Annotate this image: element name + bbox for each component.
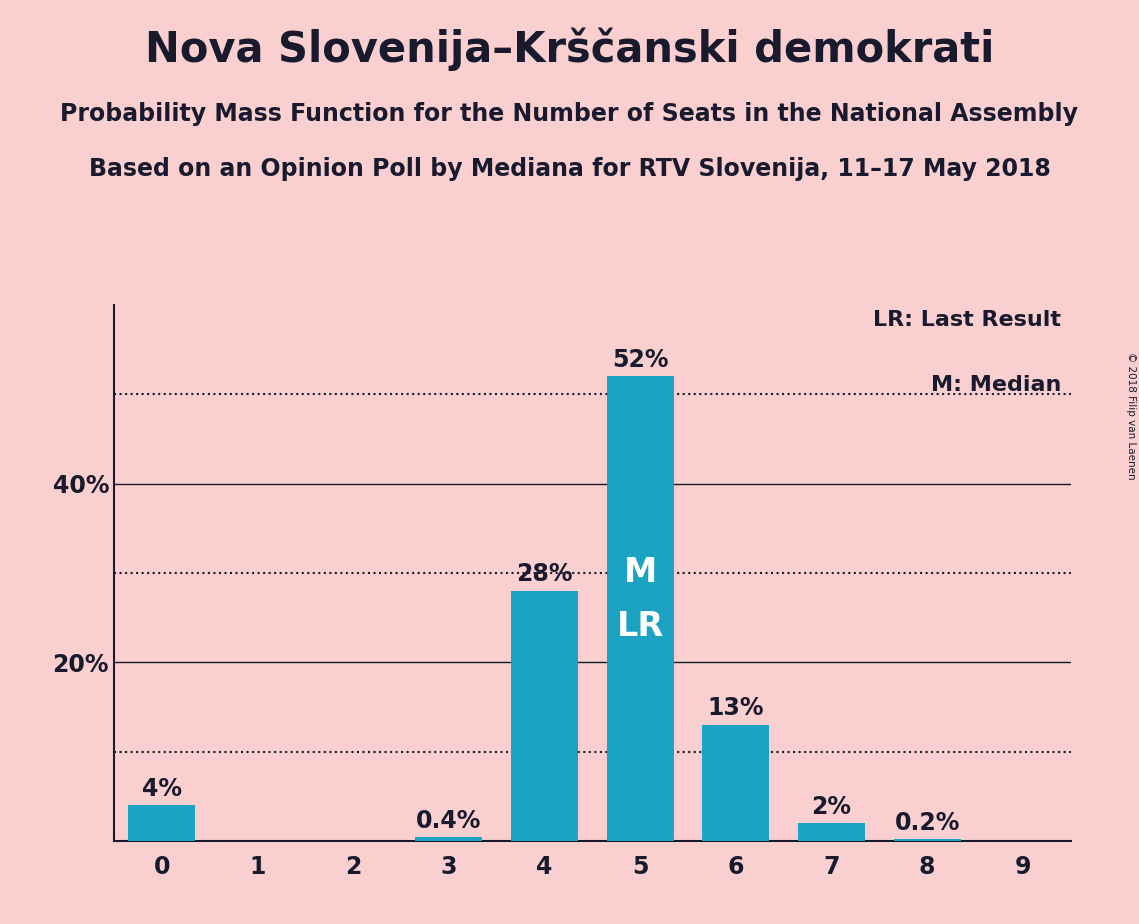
Text: Nova Slovenija–Krščanski demokrati: Nova Slovenija–Krščanski demokrati bbox=[145, 28, 994, 71]
Text: 4%: 4% bbox=[141, 777, 182, 800]
Bar bbox=[416, 837, 482, 841]
Bar bbox=[607, 376, 673, 841]
Bar bbox=[129, 805, 195, 841]
Text: 0.4%: 0.4% bbox=[416, 808, 482, 833]
Text: 28%: 28% bbox=[516, 563, 573, 587]
Text: 0.2%: 0.2% bbox=[894, 810, 960, 834]
Bar bbox=[511, 590, 577, 841]
Text: LR: LR bbox=[616, 610, 664, 643]
Bar bbox=[894, 839, 960, 841]
Text: M: Median: M: Median bbox=[931, 374, 1062, 395]
Text: LR: Last Result: LR: Last Result bbox=[874, 310, 1062, 330]
Text: Probability Mass Function for the Number of Seats in the National Assembly: Probability Mass Function for the Number… bbox=[60, 102, 1079, 126]
Text: 52%: 52% bbox=[612, 348, 669, 371]
Text: M: M bbox=[623, 556, 657, 590]
Text: 2%: 2% bbox=[811, 795, 852, 819]
Bar bbox=[798, 823, 865, 841]
Text: 13%: 13% bbox=[707, 697, 764, 721]
Bar bbox=[703, 724, 769, 841]
Text: Based on an Opinion Poll by Mediana for RTV Slovenija, 11–17 May 2018: Based on an Opinion Poll by Mediana for … bbox=[89, 157, 1050, 181]
Text: © 2018 Filip van Laenen: © 2018 Filip van Laenen bbox=[1126, 352, 1136, 480]
